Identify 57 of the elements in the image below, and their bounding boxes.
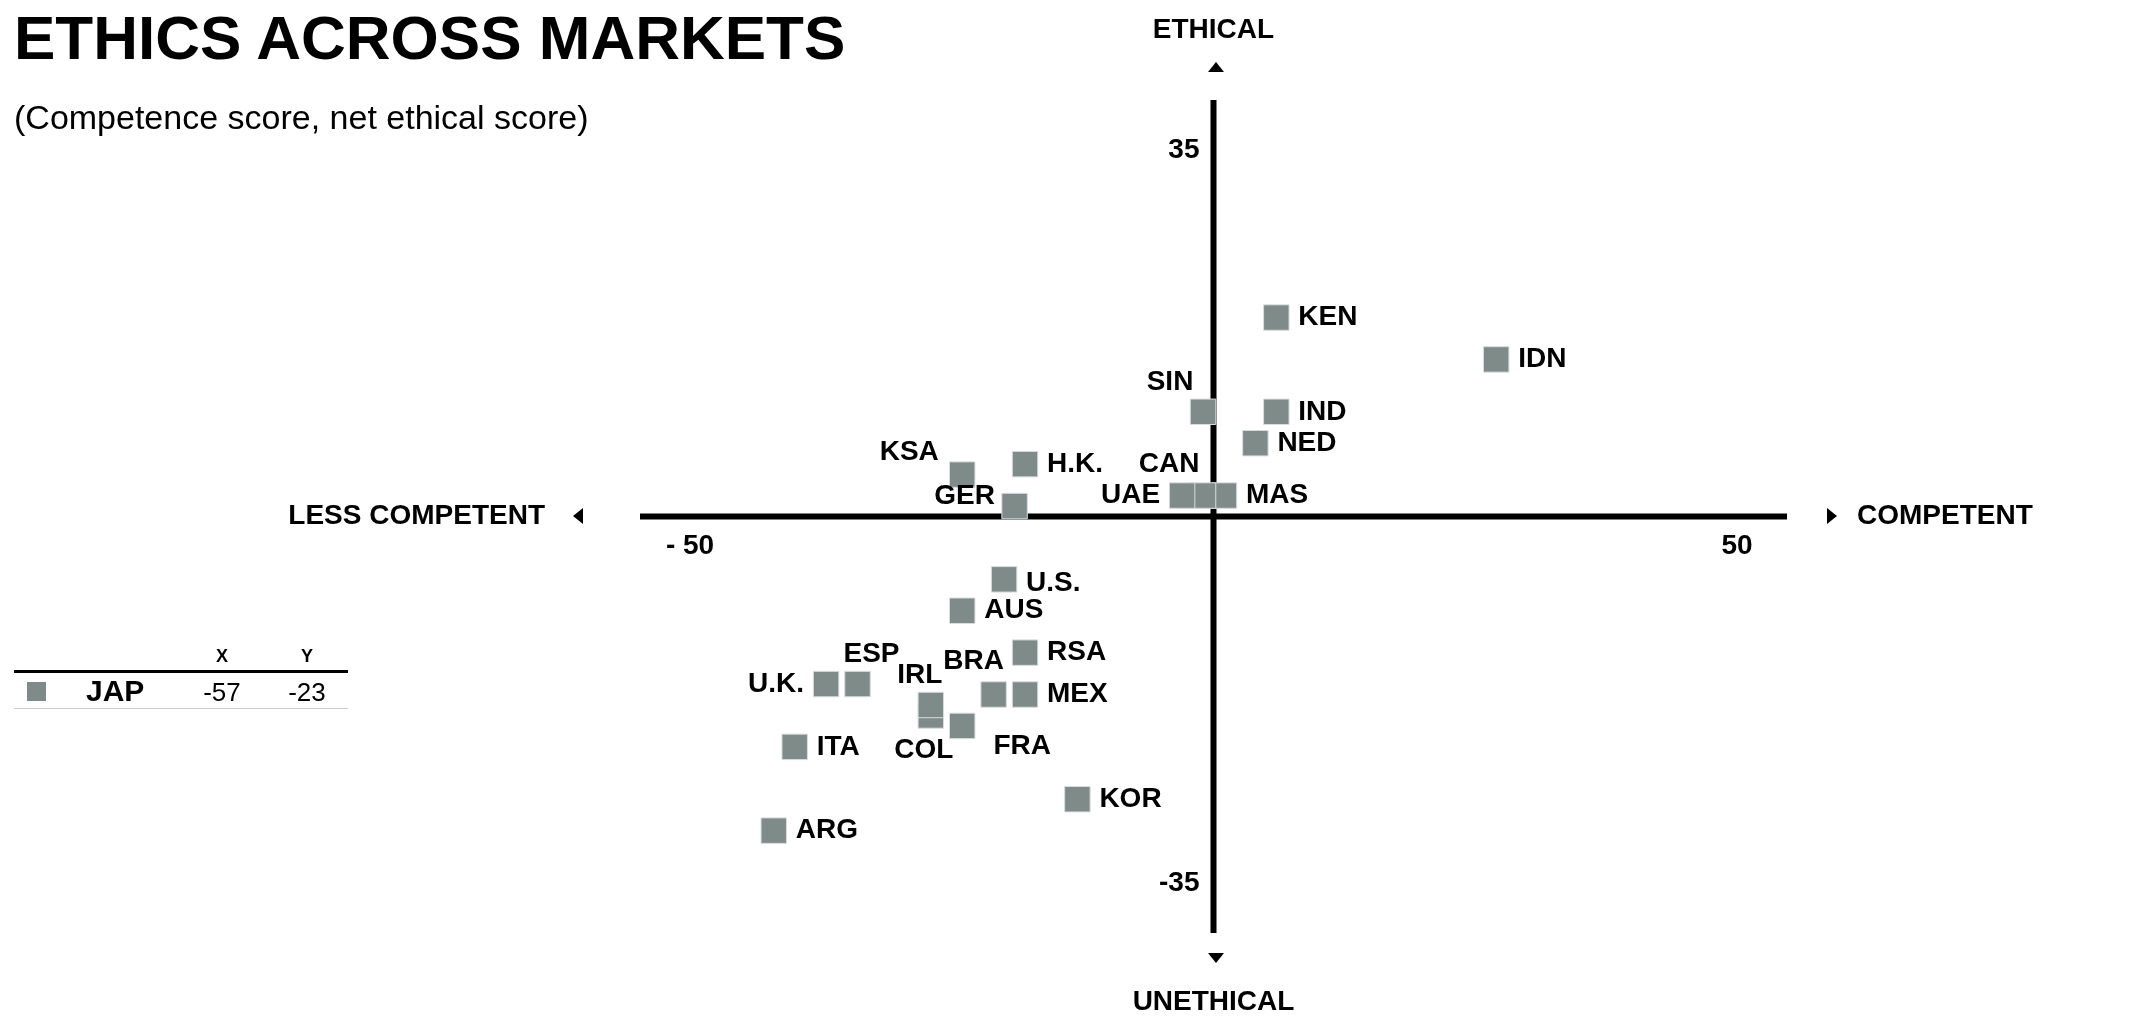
point: [948, 712, 976, 740]
text: -23: [288, 677, 326, 708]
series-label: SIN: [1146, 364, 1194, 396]
series-label: FRA: [993, 728, 1051, 760]
point: [1189, 398, 1217, 426]
point: [1011, 450, 1039, 478]
point: [844, 670, 871, 698]
series-label: UAE: [1100, 478, 1161, 510]
series-label: IRL: [897, 657, 943, 689]
series-label: IDN: [1518, 342, 1567, 374]
text: LESS COMPETENT: [288, 499, 545, 531]
series-label: GER: [934, 478, 995, 510]
text: ETHICAL: [1152, 12, 1275, 44]
point: [781, 733, 808, 761]
series-label: ITA: [816, 729, 860, 761]
point: [1168, 482, 1196, 509]
point: [1263, 304, 1290, 331]
series-label: MEX: [1047, 677, 1109, 709]
text: UNETHICAL: [1132, 984, 1295, 1016]
series-label: ARG: [795, 813, 858, 845]
series-label: BRA: [943, 644, 1004, 676]
text: (Competence score, net ethical score): [14, 98, 589, 137]
text: X: [215, 646, 229, 667]
point: [1011, 681, 1039, 708]
text: Y: [300, 646, 314, 667]
series-label: KOR: [1099, 781, 1162, 813]
point: [1263, 398, 1290, 426]
point: [1064, 786, 1091, 813]
series-label: MAS: [1245, 478, 1309, 510]
series-label: KEN: [1298, 300, 1358, 332]
point: [980, 681, 1007, 708]
chart-title: ETHICS ACROSS MARKETS: [14, 2, 846, 73]
point: [917, 691, 945, 719]
series-label: KSA: [879, 435, 939, 467]
text: COMPETENT: [1857, 499, 2033, 531]
series-label: IND: [1298, 394, 1347, 426]
y-tick-label: 35: [1168, 132, 1200, 164]
series-label: NED: [1277, 425, 1337, 457]
point: [760, 817, 787, 844]
series-label: ESP: [843, 636, 900, 668]
series-label: RSA: [1047, 635, 1107, 667]
series-label: COL: [894, 733, 954, 765]
point: [948, 597, 976, 624]
point: [1482, 346, 1510, 373]
point: [1001, 492, 1028, 520]
series-label: U.K.: [748, 666, 805, 698]
text: JAP: [86, 674, 145, 708]
y-tick-label: -35: [1159, 865, 1200, 897]
text: -57: [203, 677, 241, 708]
x-tick-label: - 50: [665, 529, 715, 561]
x-tick-label: 50: [1721, 529, 1753, 561]
point: [812, 670, 840, 698]
point: [1011, 639, 1039, 666]
point: [990, 566, 1018, 593]
series-label: CAN: [1138, 447, 1200, 479]
series-label: H.K.: [1047, 446, 1104, 478]
point: [1242, 429, 1269, 457]
